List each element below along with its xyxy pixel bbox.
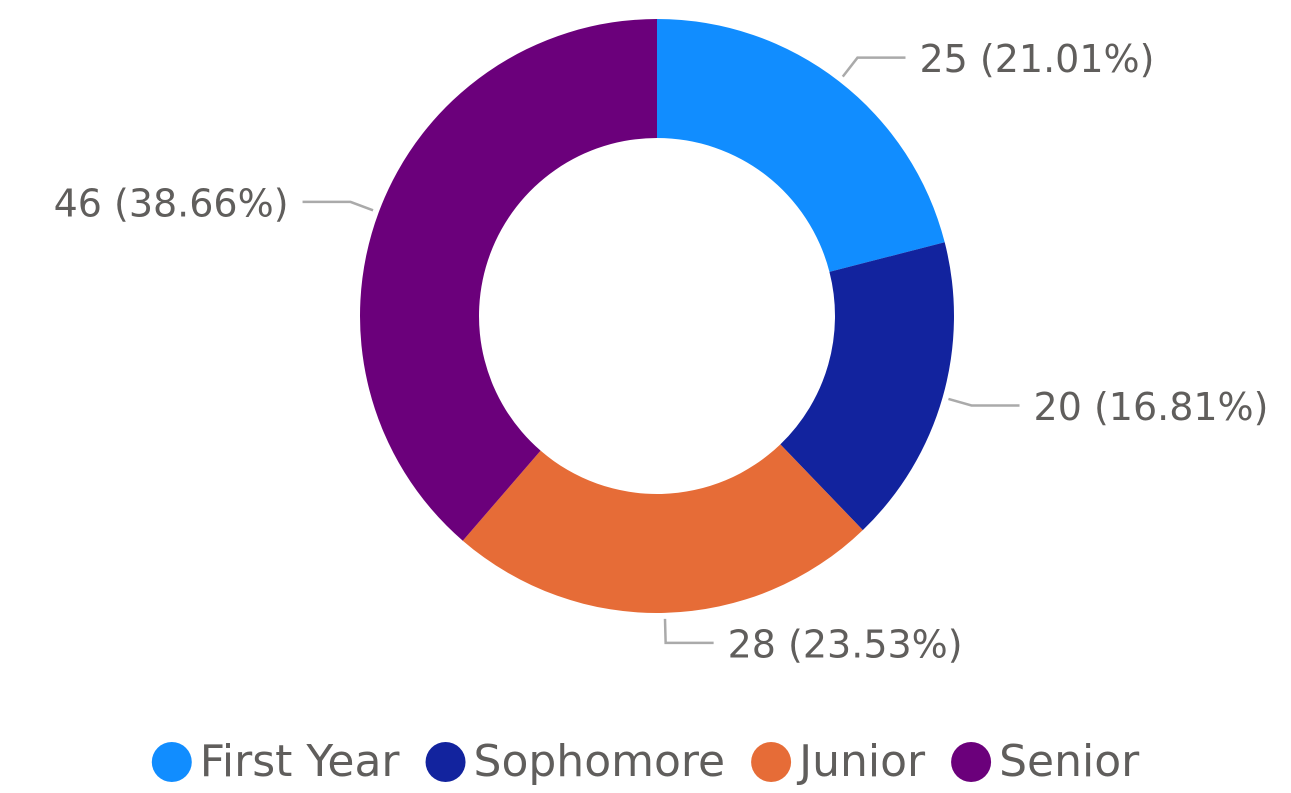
leader-line	[302, 200, 374, 212]
data-label: 28 (23.53%)	[728, 622, 963, 666]
donut-slice	[780, 242, 954, 531]
legend-marker	[951, 742, 992, 782]
donut-slice	[657, 19, 945, 272]
legend-marker	[425, 742, 466, 782]
legend-label: Junior	[796, 736, 926, 787]
legend-label: Senior	[999, 736, 1140, 787]
data-label: 46 (38.66%)	[54, 181, 289, 225]
leader-line	[841, 56, 906, 78]
legend-label: Sophomore	[474, 736, 726, 787]
donut-slice	[462, 444, 863, 614]
leader-line	[948, 397, 1020, 407]
data-label: 25 (21.01%)	[919, 37, 1154, 81]
data-label: 20 (16.81%)	[1034, 385, 1269, 429]
donut-slice	[360, 19, 657, 541]
legend-marker	[751, 742, 792, 782]
legend-label: First Year	[200, 736, 401, 787]
legend-marker	[151, 742, 192, 782]
leader-line	[663, 618, 714, 645]
